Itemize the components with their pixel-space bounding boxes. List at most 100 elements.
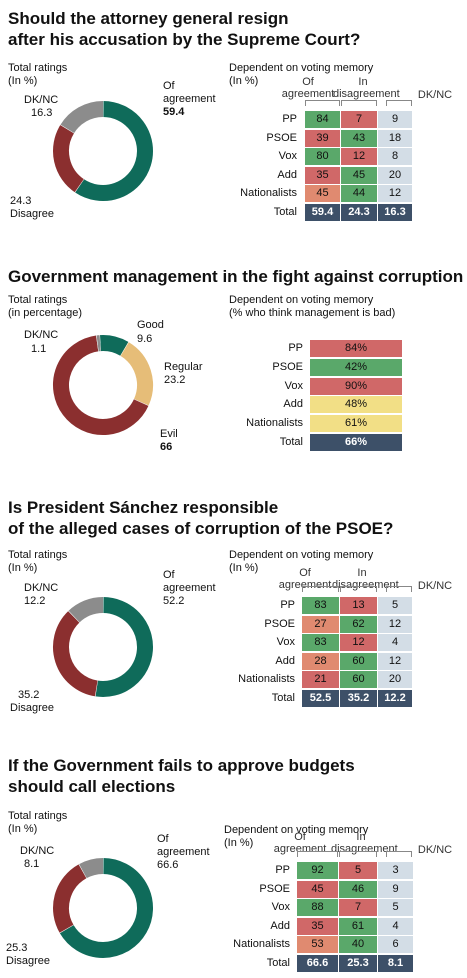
- matrix-cell: 48%: [310, 396, 402, 414]
- row-label: Total: [273, 206, 297, 218]
- matrix-cell: 35: [305, 166, 340, 184]
- chart-title: If the Government fails to approve budge…: [8, 756, 355, 796]
- matrix-cell: 83: [302, 634, 339, 652]
- matrix-cell: 84%: [310, 340, 402, 357]
- matrix-cell: 20: [378, 671, 412, 689]
- slice-value: 12.2: [24, 595, 46, 607]
- total-cell: 59.4: [305, 204, 340, 221]
- row-label: Vox: [284, 379, 303, 392]
- slice-label: Of agreement: [157, 833, 210, 858]
- matrix-cell: 12: [340, 634, 377, 652]
- row-label: Add: [275, 654, 295, 667]
- matrix-cell: 4: [378, 917, 413, 935]
- matrix-cell: 13: [340, 597, 377, 614]
- row-label: PP: [275, 864, 290, 876]
- column-bracket: [386, 586, 412, 592]
- matrix-cell: 88: [297, 899, 338, 917]
- chart-section-3: Is President Sánchez responsible of the …: [0, 485, 467, 735]
- slice-value: 25.3: [6, 942, 28, 954]
- column-header: DK/NC: [417, 89, 453, 101]
- matrix-cell: 39: [305, 129, 340, 147]
- matrix-cell: 45: [341, 166, 377, 184]
- chart-title: Government management in the fight again…: [8, 267, 464, 286]
- row-label: Nationalists: [240, 187, 297, 200]
- total-cell: 24.3: [341, 204, 377, 221]
- row-label: Vox: [276, 636, 295, 649]
- column-bracket: [305, 100, 340, 106]
- matrix-cell: 12: [341, 148, 377, 166]
- slice-value: 59.4: [163, 106, 185, 118]
- matrix-cell: 18: [378, 129, 412, 147]
- row-label: Vox: [271, 901, 290, 914]
- donut-slice: [59, 858, 153, 958]
- donut-slice: [53, 864, 87, 934]
- chart-section-2: Government management in the fight again…: [0, 240, 467, 485]
- column-bracket: [297, 851, 338, 857]
- row-label: PSOE: [264, 617, 295, 630]
- matrix-cell: 43: [341, 129, 377, 147]
- column-header: DK/NC: [417, 580, 453, 592]
- column-header: Of agreement: [281, 76, 335, 100]
- total-cell: 66.6: [297, 955, 338, 972]
- slice-label: DK/NC: [24, 94, 59, 106]
- slice-label: Evil: [160, 428, 178, 440]
- matrix-cell: 60: [340, 671, 377, 689]
- slice-label: Of agreement: [163, 569, 216, 594]
- row-label: PP: [282, 113, 297, 125]
- matrix-cell: 35: [297, 917, 338, 935]
- total-cell: 16.3: [378, 204, 412, 221]
- donut-chart: [53, 100, 153, 201]
- matrix-cell: 80: [305, 148, 340, 166]
- row-label: PP: [280, 599, 295, 611]
- row-label: Total: [266, 957, 290, 969]
- matrix-cell: 92: [297, 862, 338, 879]
- column-bracket: [386, 100, 412, 106]
- matrix-cell: 83: [302, 597, 339, 614]
- row-label: Nationalists: [238, 673, 295, 686]
- donut-subtitle: Total ratings (in percentage): [8, 294, 82, 319]
- column-header: Of agreement: [273, 831, 327, 855]
- row-label: Total: [279, 436, 303, 448]
- total-cell: 35.2: [340, 690, 377, 707]
- matrix-cell: 6: [378, 936, 413, 954]
- matrix-cell: 45: [305, 185, 340, 203]
- slice-value: 9.6: [137, 333, 153, 345]
- total-cell: 66%: [310, 434, 402, 451]
- matrix-cell: 53: [297, 936, 338, 954]
- matrix-cell: 20: [378, 166, 412, 184]
- matrix-cell: 5: [339, 862, 377, 879]
- row-label: Vox: [278, 150, 297, 163]
- column-bracket: [302, 586, 339, 592]
- column-bracket: [386, 851, 412, 857]
- slice-value: 1.1: [31, 343, 47, 355]
- matrix-title: Dependent on voting memory (In %): [229, 62, 374, 87]
- matrix-cell: 44: [341, 185, 377, 203]
- matrix-cell: 8: [378, 148, 412, 166]
- matrix-cell: 9: [378, 111, 412, 128]
- slice-value: 24.3: [10, 195, 32, 207]
- matrix-cell: 7: [341, 111, 377, 128]
- matrix-cell: 21: [302, 671, 339, 689]
- matrix-cell: 84: [305, 111, 340, 128]
- matrix-cell: 61%: [310, 415, 402, 433]
- slice-label: Of agreement: [163, 80, 216, 105]
- donut-chart: [53, 857, 153, 958]
- matrix-cell: 40: [339, 936, 377, 954]
- matrix-cell: 61: [339, 917, 377, 935]
- donut-slice: [68, 597, 104, 623]
- donut-slice: [60, 101, 104, 134]
- column-header: Of agreement: [278, 567, 332, 591]
- slice-label: Disagree: [10, 208, 55, 220]
- slice-label: Disagree: [10, 702, 55, 714]
- matrix-cell: 60: [340, 652, 377, 670]
- slice-label: DK/NC: [24, 582, 59, 594]
- donut-slice: [99, 335, 129, 356]
- chart-section-4: If the Government fails to approve budge…: [0, 735, 467, 978]
- donut-slice: [75, 101, 153, 201]
- donut-slice: [53, 335, 149, 435]
- matrix-cell: 27: [302, 615, 339, 633]
- slice-value: 23.2: [164, 374, 186, 386]
- matrix-cell: 42%: [310, 358, 402, 376]
- matrix-cell: 3: [378, 862, 413, 879]
- row-label: Nationalists: [246, 417, 303, 430]
